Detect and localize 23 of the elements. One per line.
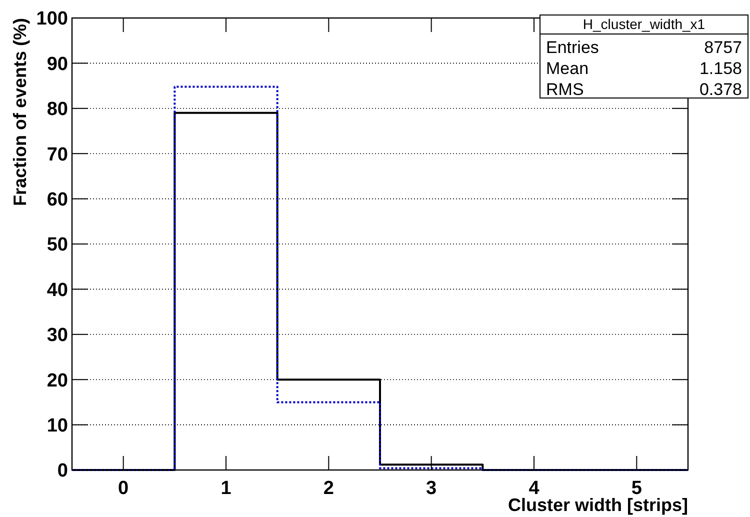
y-axis-title: Fraction of events (%) (10, 18, 30, 206)
annotation: Entries (546, 38, 599, 57)
text: 8757 (704, 38, 742, 57)
annotation: Mean (546, 59, 589, 78)
y-tick-label: 50 (46, 234, 68, 256)
y-tick-label: 20 (46, 370, 68, 392)
y-tick-label: 30 (46, 325, 68, 346)
y-tick-label: 40 (46, 280, 68, 301)
y-tick-label: 100 (36, 8, 68, 30)
annotation: H_cluster_width_x1 (582, 16, 706, 32)
y-tick-label: 90 (46, 54, 68, 75)
x-tick-label: 0 (118, 478, 129, 499)
x-tick-label: 2 (323, 478, 334, 499)
y-tick-label: 0 (57, 460, 68, 482)
annotation: RMS (546, 80, 584, 99)
text: 1.158 (699, 59, 742, 78)
x-tick-label: 3 (426, 478, 437, 499)
x-tick-label: 1 (220, 478, 232, 499)
y-tick-label: 10 (46, 415, 68, 436)
y-tick-label: 80 (46, 99, 68, 120)
text: 0.378 (699, 80, 742, 99)
y-tick-label: 60 (46, 189, 68, 210)
y-tick-label: 70 (46, 144, 68, 166)
